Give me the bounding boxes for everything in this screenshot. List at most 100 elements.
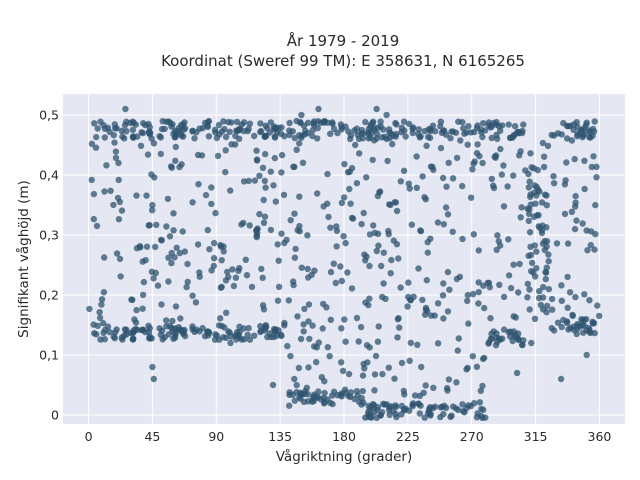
data-point [563,159,570,166]
data-point [465,123,472,130]
data-point [416,410,423,417]
data-point [401,127,408,134]
data-point [273,129,281,136]
data-point [152,243,159,251]
data-point [327,268,335,276]
data-point [314,124,321,132]
data-point [304,265,311,273]
data-point [406,185,413,192]
data-point [170,210,177,217]
data-point [500,203,508,210]
data-point [296,193,303,200]
data-point [267,168,274,175]
data-point [229,266,236,273]
data-point [476,399,484,406]
data-point [103,162,110,169]
data-point [371,371,379,378]
data-point [564,273,571,281]
data-point [475,279,482,286]
data-point [459,401,466,408]
data-point [181,248,188,255]
data-point [100,320,107,327]
data-point [145,120,152,128]
data-point [358,220,365,228]
data-point [118,127,126,134]
data-point [512,314,519,321]
data-point [440,280,447,287]
data-point [383,135,390,143]
data-point [400,167,408,174]
data-point [587,228,595,235]
data-point [373,414,380,421]
data-point [329,119,336,126]
data-point [444,387,451,394]
data-point [232,274,240,281]
data-point [157,150,164,158]
data-point [447,135,454,142]
data-point [362,299,369,306]
data-point [286,119,293,127]
data-point [114,194,122,202]
data-point [225,328,232,335]
data-point [415,130,422,138]
data-point [354,392,361,399]
data-point [452,405,460,412]
data-point [569,312,576,319]
y-axis-ticks: 0 0,1 0,2 0,3 0,4 0,5 [39,108,59,423]
data-point [572,293,579,301]
data-point [449,228,456,235]
data-point [516,152,523,159]
data-point [272,198,279,205]
data-point [107,187,114,194]
data-point [588,163,595,171]
data-point [369,156,376,164]
data-point [437,144,445,152]
data-point [264,124,271,132]
data-point [526,306,533,313]
data-point [347,132,355,139]
data-point [143,192,150,199]
data-point [298,264,305,271]
data-point [139,258,146,265]
data-point [349,215,357,222]
data-point [163,118,170,125]
data-point [457,137,464,144]
data-point [571,155,578,163]
data-point [527,193,534,201]
data-point [454,347,461,354]
data-point [172,303,180,310]
data-point [385,227,392,235]
data-point [536,288,543,295]
data-point [531,315,539,322]
data-point [510,172,517,179]
data-point [175,125,182,132]
data-point [206,246,213,253]
data-point [291,397,298,404]
data-point [129,126,137,133]
data-point [208,184,215,191]
data-point [246,336,254,343]
data-point [543,192,550,199]
chart-title-line2: Koordinat (Sweref 99 TM): E 358631, N 61… [161,52,525,70]
data-point [274,241,281,248]
data-point [290,163,297,170]
data-point [118,207,126,214]
data-point [262,184,269,191]
data-point [168,259,175,267]
data-point [93,133,100,141]
data-point [373,130,381,137]
data-point [591,329,598,337]
data-point [195,181,202,188]
data-point [217,315,224,322]
data-point [532,273,539,280]
x-tick-label: 45 [144,429,160,444]
data-point [530,165,538,172]
data-point [110,201,117,209]
data-point [470,160,477,167]
data-point [525,252,532,259]
data-point [492,342,500,349]
data-point [526,178,533,185]
data-point [256,210,263,218]
data-point [430,384,437,391]
data-point [394,334,401,341]
